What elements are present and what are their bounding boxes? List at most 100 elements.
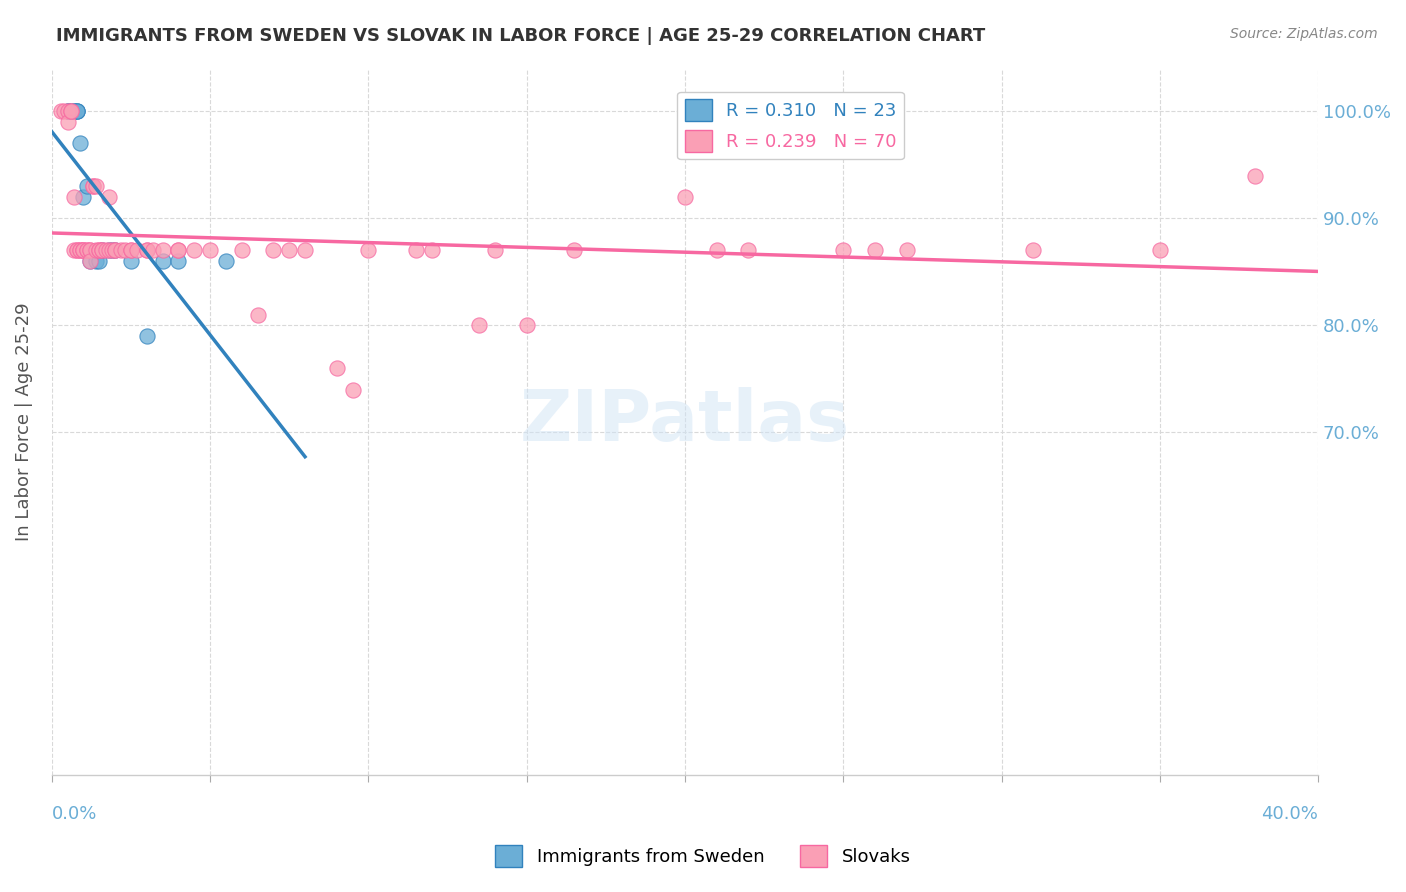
Point xyxy=(294,244,316,258)
Point xyxy=(231,244,253,258)
Text: ZIPatlas: ZIPatlas xyxy=(520,387,851,456)
Point xyxy=(59,104,82,119)
Point xyxy=(673,190,696,204)
Point xyxy=(127,244,149,258)
Point xyxy=(69,244,91,258)
Point xyxy=(152,244,174,258)
Point xyxy=(97,244,120,258)
Y-axis label: In Labor Force | Age 25-29: In Labor Force | Age 25-29 xyxy=(15,302,32,541)
Point xyxy=(53,104,76,119)
Point xyxy=(183,244,205,258)
Point xyxy=(167,244,190,258)
Point xyxy=(69,244,91,258)
Point xyxy=(72,244,94,258)
Point xyxy=(420,244,443,258)
Point xyxy=(63,190,86,204)
Point xyxy=(120,244,142,258)
Point xyxy=(91,244,114,258)
Point xyxy=(97,190,120,204)
Point xyxy=(56,104,79,119)
Point xyxy=(484,244,506,258)
Point xyxy=(63,104,86,119)
Point xyxy=(342,383,364,397)
Point xyxy=(89,244,111,258)
Point xyxy=(76,179,98,194)
Point xyxy=(72,190,94,204)
Point xyxy=(97,244,120,258)
Point xyxy=(84,179,107,194)
Point xyxy=(1022,244,1045,258)
Point xyxy=(562,244,585,258)
Point xyxy=(262,244,284,258)
Text: IMMIGRANTS FROM SWEDEN VS SLOVAK IN LABOR FORCE | AGE 25-29 CORRELATION CHART: IMMIGRANTS FROM SWEDEN VS SLOVAK IN LABO… xyxy=(56,27,986,45)
Point xyxy=(142,244,165,258)
Point xyxy=(468,318,491,333)
Point xyxy=(56,104,79,119)
Point xyxy=(69,136,91,151)
Point xyxy=(72,244,94,258)
Point xyxy=(91,244,114,258)
Point xyxy=(246,308,269,322)
Point xyxy=(89,254,111,268)
Point xyxy=(94,244,117,258)
Point xyxy=(63,104,86,119)
Legend: R = 0.310   N = 23, R = 0.239   N = 70: R = 0.310 N = 23, R = 0.239 N = 70 xyxy=(678,92,904,159)
Point xyxy=(59,104,82,119)
Point xyxy=(114,244,136,258)
Point xyxy=(79,254,101,268)
Text: 40.0%: 40.0% xyxy=(1261,805,1319,823)
Point xyxy=(278,244,301,258)
Point xyxy=(198,244,221,258)
Point xyxy=(89,244,111,258)
Point xyxy=(72,244,94,258)
Point xyxy=(63,244,86,258)
Point xyxy=(405,244,427,258)
Point xyxy=(59,104,82,119)
Point xyxy=(79,254,101,268)
Point xyxy=(79,244,101,258)
Point xyxy=(104,244,127,258)
Text: 0.0%: 0.0% xyxy=(52,805,97,823)
Point xyxy=(120,244,142,258)
Point xyxy=(56,104,79,119)
Legend: Immigrants from Sweden, Slovaks: Immigrants from Sweden, Slovaks xyxy=(488,838,918,874)
Point xyxy=(135,329,157,343)
Point xyxy=(82,179,104,194)
Point xyxy=(66,244,89,258)
Point xyxy=(737,244,759,258)
Point xyxy=(135,244,157,258)
Point xyxy=(84,254,107,268)
Point xyxy=(76,244,98,258)
Point xyxy=(1149,244,1171,258)
Text: Source: ZipAtlas.com: Source: ZipAtlas.com xyxy=(1230,27,1378,41)
Point xyxy=(215,254,238,268)
Point xyxy=(357,244,380,258)
Point xyxy=(706,244,728,258)
Point xyxy=(66,244,89,258)
Point xyxy=(863,244,886,258)
Point xyxy=(104,244,127,258)
Point xyxy=(120,254,142,268)
Point xyxy=(167,254,190,268)
Point xyxy=(79,244,101,258)
Point xyxy=(66,104,89,119)
Point xyxy=(51,104,73,119)
Point xyxy=(896,244,918,258)
Point xyxy=(82,179,104,194)
Point xyxy=(135,244,157,258)
Point xyxy=(167,244,190,258)
Point xyxy=(110,244,132,258)
Point xyxy=(91,244,114,258)
Point xyxy=(66,104,89,119)
Point xyxy=(84,244,107,258)
Point xyxy=(101,244,124,258)
Point xyxy=(76,244,98,258)
Point xyxy=(66,104,89,119)
Point xyxy=(152,254,174,268)
Point xyxy=(1243,169,1265,183)
Point xyxy=(101,244,124,258)
Point xyxy=(516,318,538,333)
Point xyxy=(832,244,855,258)
Point xyxy=(104,244,127,258)
Point xyxy=(325,361,347,376)
